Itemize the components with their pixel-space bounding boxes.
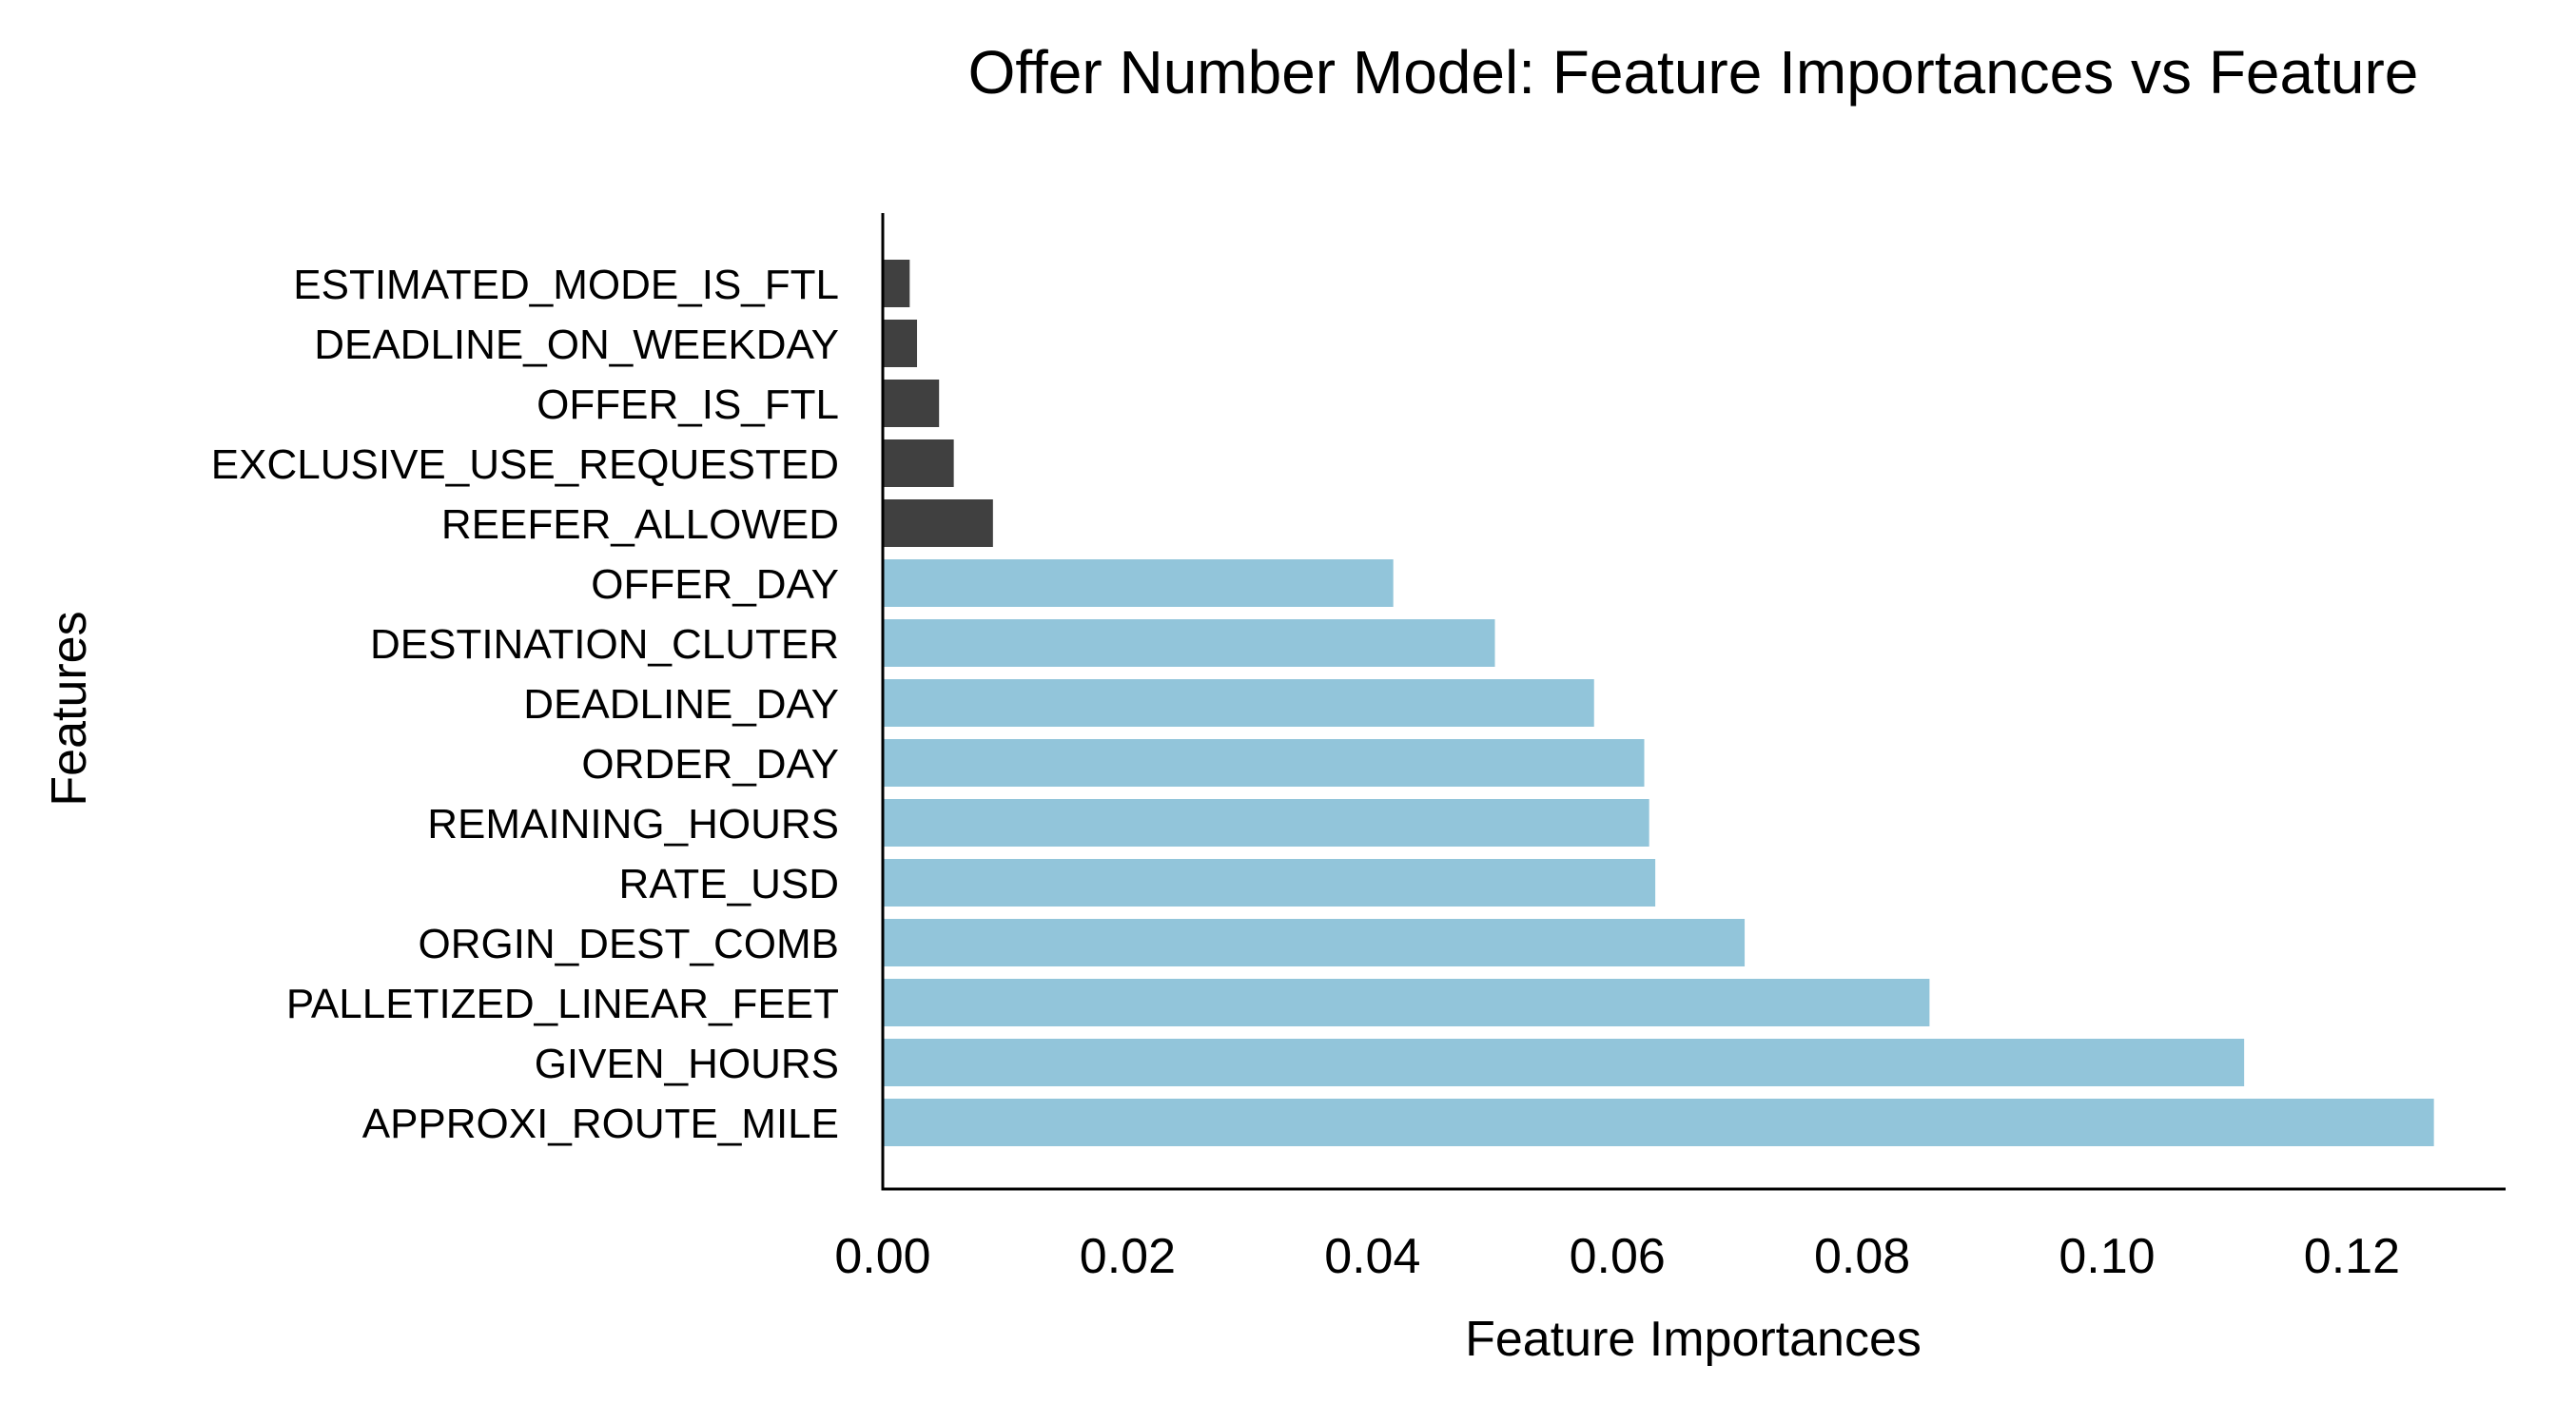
y-tick-label: DEADLINE_DAY [523, 681, 839, 728]
bar-offer-is-ftl [883, 380, 940, 427]
y-tick-label: GIVEN_HOURS [535, 1041, 839, 1087]
bar-palletized-linear-feet [883, 979, 1930, 1026]
bar-order-day [883, 739, 1645, 787]
y-tick-label: APPROXI_ROUTE_MILE [362, 1101, 839, 1147]
chart-title: Offer Number Model: Feature Importances … [968, 38, 2419, 107]
y-tick-label: REEFER_ALLOWED [441, 501, 839, 548]
bar-reefer-allowed [883, 499, 993, 547]
x-tick-label: 0.12 [2304, 1229, 2400, 1284]
y-axis-label: Features [42, 611, 97, 806]
bar-orgin-dest-comb [883, 919, 1746, 966]
bar-exclusive-use-requested [883, 439, 954, 487]
y-tick-labels: ESTIMATED_MODE_IS_FTL DEADLINE_ON_WEEKDAY… [211, 262, 839, 1147]
bar-deadline-on-weekday [883, 320, 918, 367]
x-axis-label: Feature Importances [1465, 1312, 1922, 1367]
y-tick-label: REMAINING_HOURS [427, 801, 839, 848]
x-tick-label: 0.10 [2059, 1229, 2155, 1284]
y-tick-label: EXCLUSIVE_USE_REQUESTED [211, 441, 839, 488]
bar-approxi-route-mile [883, 1099, 2434, 1146]
bar-remaining-hours [883, 799, 1649, 847]
x-tick-label: 0.02 [1080, 1229, 1176, 1284]
x-tick-label: 0.06 [1570, 1229, 1666, 1284]
bar-offer-day [883, 559, 1394, 607]
y-tick-label: RATE_USD [619, 861, 839, 907]
y-tick-label: DEADLINE_ON_WEEKDAY [314, 322, 839, 368]
y-tick-label: DESTINATION_CLUTER [370, 621, 839, 668]
bar-destination-cluter [883, 619, 1495, 667]
y-tick-label: ESTIMATED_MODE_IS_FTL [293, 262, 839, 308]
x-tick-label: 0.08 [1814, 1229, 1910, 1284]
y-tick-label: ORDER_DAY [581, 741, 839, 788]
y-tick-label: OFFER_DAY [591, 561, 839, 608]
y-tick-label: PALLETIZED_LINEAR_FEET [286, 981, 839, 1027]
y-tick-label: OFFER_IS_FTL [537, 381, 839, 428]
bar-rate-usd [883, 859, 1656, 907]
y-tick-label: ORGIN_DEST_COMB [418, 921, 839, 967]
x-tick-labels: 0.00 0.02 0.04 0.06 0.08 0.10 0.12 [834, 1229, 2400, 1284]
x-tick-label: 0.00 [834, 1229, 930, 1284]
bar-estimated-mode-is-ftl [883, 260, 910, 307]
bar-deadline-day [883, 679, 1594, 727]
x-tick-label: 0.04 [1324, 1229, 1420, 1284]
bars-group [883, 260, 2434, 1146]
bar-given-hours [883, 1039, 2245, 1086]
